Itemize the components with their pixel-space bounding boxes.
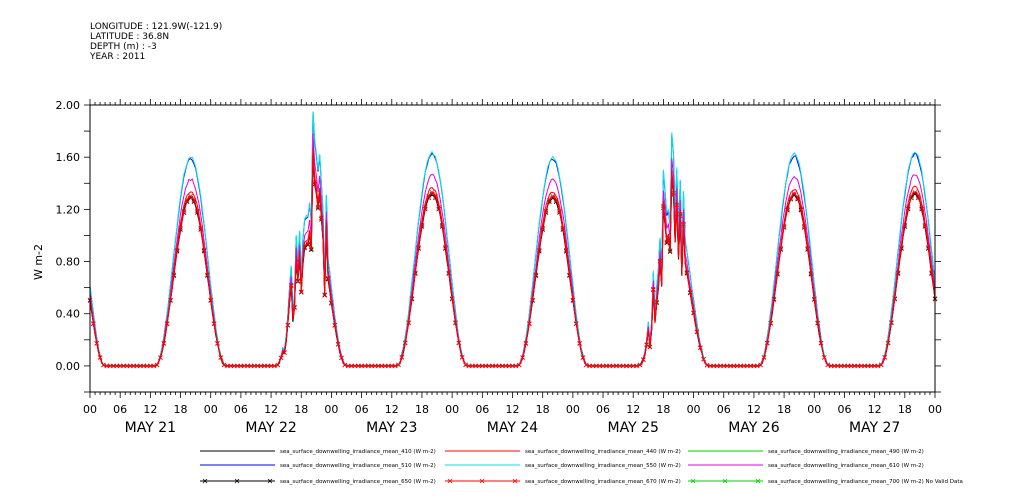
- legend-marker: [202, 478, 208, 484]
- x-day-label: MAY 24: [487, 420, 538, 436]
- year-text: YEAR : 2011: [90, 52, 146, 62]
- legend-label: sea_surface_downwelling_irradiance_mean_…: [768, 449, 924, 455]
- x-tick-label: 06: [837, 403, 851, 416]
- series-markers: [87, 180, 938, 369]
- x-day-label: MAY 27: [849, 420, 900, 436]
- x-tick-label: 00: [687, 403, 701, 416]
- legend-label: sea_surface_downwelling_irradiance_mean_…: [768, 479, 963, 485]
- y-tick-label: 0.80: [56, 256, 81, 269]
- x-tick-label: 12: [747, 403, 761, 416]
- y-tick-label: 0.00: [56, 360, 81, 373]
- x-tick-label: 18: [777, 403, 791, 416]
- y-tick-label: 1.20: [56, 203, 81, 216]
- y-axis-label: W m-2: [32, 244, 45, 280]
- x-tick-label: 00: [928, 403, 942, 416]
- x-tick-label: 18: [656, 403, 670, 416]
- legend-marker: [722, 478, 728, 484]
- x-tick-label: 00: [204, 403, 218, 416]
- x-tick-label: 00: [324, 403, 338, 416]
- legend: sea_surface_downwelling_irradiance_mean_…: [200, 449, 963, 485]
- legend-label: sea_surface_downwelling_irradiance_mean_…: [280, 449, 436, 455]
- x-tick-label: 06: [717, 403, 731, 416]
- x-day-label: MAY 22: [245, 420, 296, 436]
- x-tick-label: 18: [174, 403, 188, 416]
- legend-marker: [755, 478, 761, 484]
- x-tick-label: 06: [113, 403, 127, 416]
- x-tick-label: 18: [415, 403, 429, 416]
- x-tick-label: 12: [143, 403, 157, 416]
- x-tick-label: 06: [234, 403, 248, 416]
- x-day-label: MAY 26: [728, 420, 779, 436]
- x-tick-label: 18: [898, 403, 912, 416]
- legend-label: sea_surface_downwelling_irradiance_mean_…: [280, 479, 436, 485]
- legend-marker: [267, 478, 273, 484]
- x-tick-label: 00: [566, 403, 580, 416]
- plot-lines: [87, 111, 938, 369]
- depth-text: DEPTH (m) : -3: [90, 42, 157, 52]
- x-tick-label: 18: [294, 403, 308, 416]
- x-day-label: MAY 23: [366, 420, 417, 436]
- x-tick-label: 18: [536, 403, 550, 416]
- latitude-text: LATITUDE : 36.8N: [90, 32, 170, 42]
- x-day-label: MAY 25: [608, 420, 659, 436]
- x-tick-label: 12: [385, 403, 399, 416]
- metadata-header: LONGITUDE : 121.9W(-121.9) LATITUDE : 36…: [90, 22, 222, 62]
- x-tick-label: 00: [807, 403, 821, 416]
- x-tick-label: 06: [596, 403, 610, 416]
- legend-marker: [479, 478, 485, 484]
- legend-marker: [690, 478, 696, 484]
- x-tick-label: 06: [475, 403, 489, 416]
- x-tick-label: 12: [506, 403, 520, 416]
- x-tick-label: 00: [445, 403, 459, 416]
- x-tick-label: 12: [264, 403, 278, 416]
- y-tick-label: 0.40: [56, 308, 81, 321]
- legend-label: sea_surface_downwelling_irradiance_mean_…: [525, 463, 681, 469]
- legend-label: sea_surface_downwelling_irradiance_mean_…: [525, 479, 681, 485]
- legend-label: sea_surface_downwelling_irradiance_mean_…: [768, 463, 924, 469]
- legend-label: sea_surface_downwelling_irradiance_mean_…: [525, 449, 681, 455]
- legend-marker: [234, 478, 240, 484]
- legend-marker: [512, 478, 518, 484]
- legend-label: sea_surface_downwelling_irradiance_mean_…: [280, 463, 436, 469]
- x-tick-label: 06: [355, 403, 369, 416]
- x-day-label: MAY 21: [125, 420, 176, 436]
- y-tick-label: 2.00: [56, 99, 81, 112]
- legend-marker: [447, 478, 453, 484]
- x-tick-label: 12: [626, 403, 640, 416]
- axes: 00 06 12 18 00 06 12 18 00 06 12 18 00 06 12 18 00 06 12 18…: [56, 99, 942, 436]
- x-tick-label: 00: [83, 403, 97, 416]
- longitude-text: LONGITUDE : 121.9W(-121.9): [90, 22, 223, 32]
- x-tick-label: 12: [868, 403, 882, 416]
- y-tick-label: 1.60: [56, 151, 81, 164]
